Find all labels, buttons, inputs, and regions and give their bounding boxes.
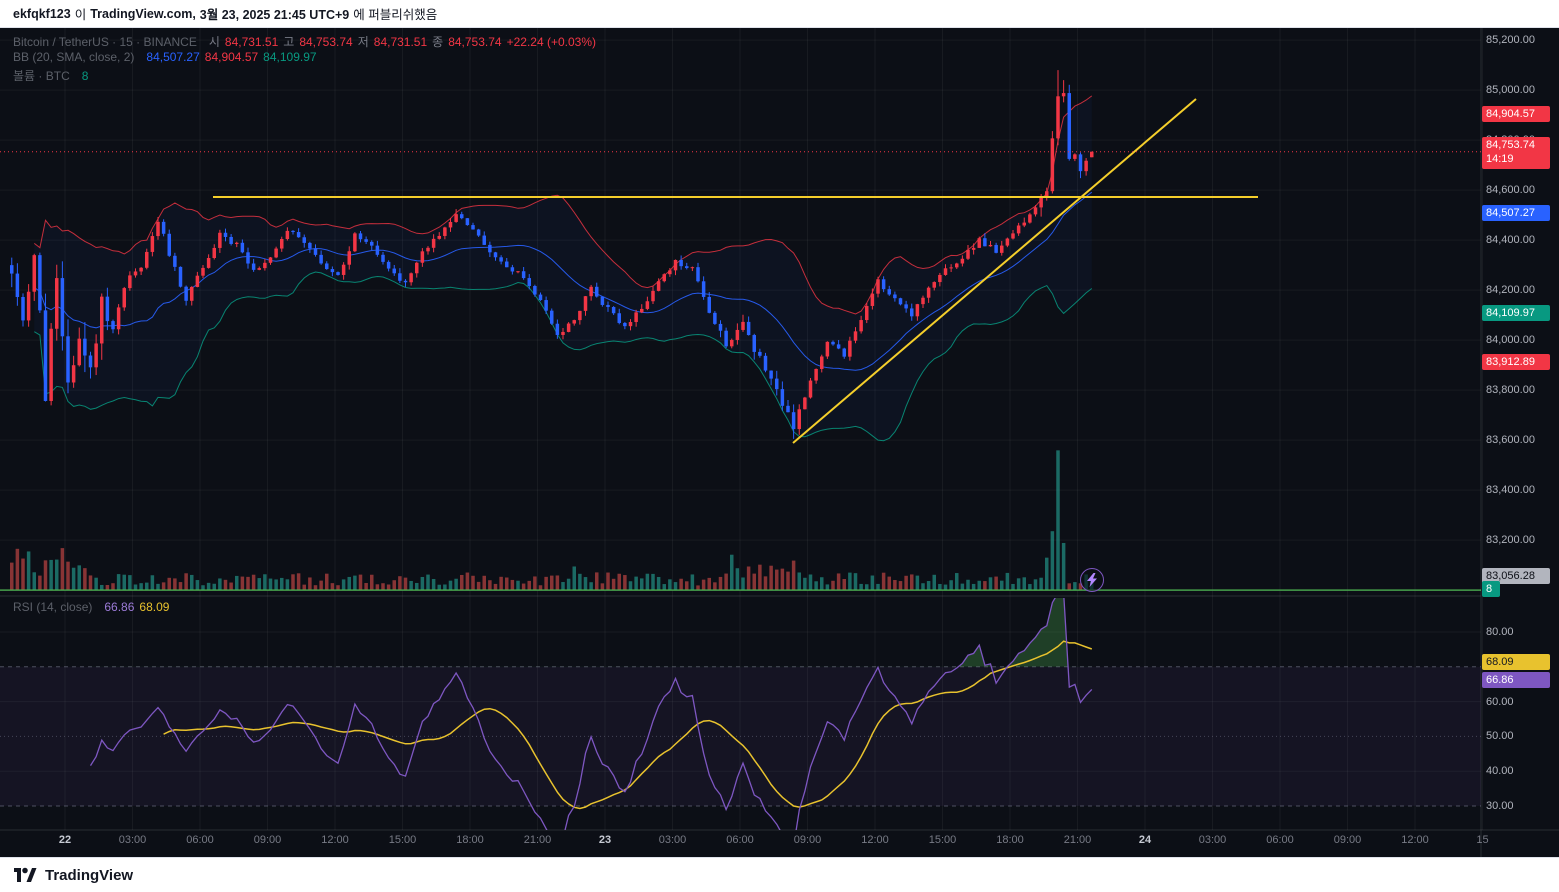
rsi-label: RSI (14, close) bbox=[13, 600, 93, 614]
chart-area[interactable]: Bitcoin / TetherUS · 15 · BINANCE 시 84,7… bbox=[0, 28, 1559, 857]
volume-label: 볼륨 · BTC bbox=[13, 69, 70, 83]
volume-legend[interactable]: 볼륨 · BTC 8 bbox=[13, 67, 88, 84]
open-value: 84,731.51 bbox=[224, 35, 279, 49]
high-label: 고 bbox=[283, 35, 295, 49]
high-value: 84,753.74 bbox=[299, 35, 353, 49]
published-header: ekfqkf123 이 TradingView.com, 3월 23, 2025… bbox=[0, 0, 1559, 28]
symbol-legend[interactable]: Bitcoin / TetherUS · 15 · BINANCE 시 84,7… bbox=[13, 33, 596, 50]
bb-legend[interactable]: BB (20, SMA, close, 2) 84,507.27 84,904.… bbox=[13, 50, 317, 64]
publisher-username[interactable]: ekfqkf123 bbox=[13, 6, 71, 21]
tradingview-logo-icon[interactable] bbox=[14, 867, 37, 883]
symbol-title: Bitcoin / TetherUS · 15 · BINANCE bbox=[13, 35, 197, 49]
change-value: +22.24 (+0.03%) bbox=[506, 35, 596, 49]
bb-basis-value: 84,507.27 bbox=[146, 50, 200, 64]
published-connector: 이 bbox=[74, 8, 87, 22]
low-value: 84,731.51 bbox=[373, 35, 428, 49]
footer: TradingView bbox=[0, 857, 1559, 892]
bb-lower-value: 84,109.97 bbox=[263, 50, 317, 64]
rsi-value: 66.86 bbox=[104, 600, 135, 614]
close-value: 84,753.74 bbox=[448, 35, 502, 49]
open-label: 시 bbox=[208, 35, 220, 49]
volume-value: 8 bbox=[81, 69, 89, 83]
tradingview-brand[interactable]: TradingView bbox=[45, 866, 134, 884]
lightning-bolt-icon bbox=[1087, 573, 1097, 587]
rsi-ma-value: 68.09 bbox=[139, 600, 170, 614]
bb-label: BB (20, SMA, close, 2) bbox=[13, 50, 135, 64]
published-site-link[interactable]: TradingView.com, bbox=[90, 6, 196, 21]
published-suffix: 에 퍼블리쉬했음 bbox=[353, 8, 438, 22]
flash-icon[interactable] bbox=[1080, 568, 1104, 592]
rsi-legend[interactable]: RSI (14, close) 66.86 68.09 bbox=[13, 600, 169, 614]
published-datetime: 3월 23, 2025 21:45 UTC+9 bbox=[199, 8, 350, 22]
low-label: 저 bbox=[357, 35, 369, 49]
close-label: 종 bbox=[432, 35, 444, 49]
chart-canvas[interactable] bbox=[0, 28, 1559, 857]
bb-upper-value: 84,904.57 bbox=[204, 50, 259, 64]
